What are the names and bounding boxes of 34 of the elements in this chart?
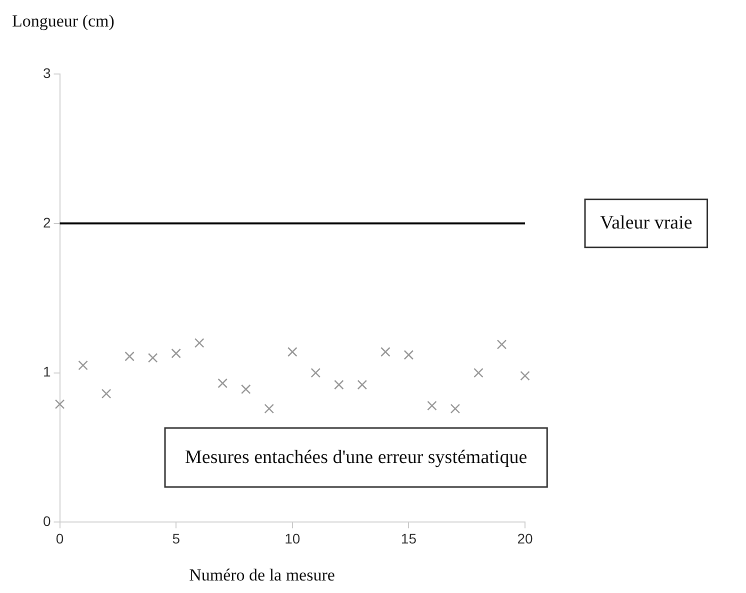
x-tick-label: 5: [172, 530, 180, 546]
point: [171, 348, 181, 358]
point: [194, 338, 204, 348]
point: [124, 351, 134, 362]
point: [357, 380, 368, 390]
point: [496, 340, 507, 350]
point: [474, 368, 484, 378]
point: [334, 380, 344, 390]
point: [54, 399, 65, 410]
point: [264, 404, 274, 414]
x-tick-label: 0: [56, 530, 64, 546]
point: [148, 352, 158, 363]
y-tick-label: 2: [42, 214, 51, 230]
y-tick-label: 1: [42, 364, 51, 380]
y-axis-title: Longueur (cm): [12, 11, 114, 30]
point: [310, 368, 321, 378]
point: [404, 350, 414, 360]
x-axis-title: Numéro de la mesure: [189, 565, 335, 584]
y-tick-label: 0: [42, 513, 51, 530]
point: [380, 346, 390, 357]
x-tick-label: 10: [284, 530, 300, 546]
x-tick-label: 20: [517, 530, 533, 546]
y-tick-label: 3: [42, 64, 51, 81]
point: [240, 384, 251, 394]
point: [218, 378, 228, 388]
ref-line-label: Valeur vraie: [600, 212, 692, 234]
point: [101, 388, 112, 399]
point: [450, 404, 460, 414]
point: [427, 400, 437, 411]
annotation: Mesures entachées d'une erreur systématique: [185, 446, 528, 468]
x-tick-label: 15: [400, 530, 417, 546]
point: [78, 360, 88, 370]
point: [520, 370, 530, 381]
point: [288, 346, 298, 357]
